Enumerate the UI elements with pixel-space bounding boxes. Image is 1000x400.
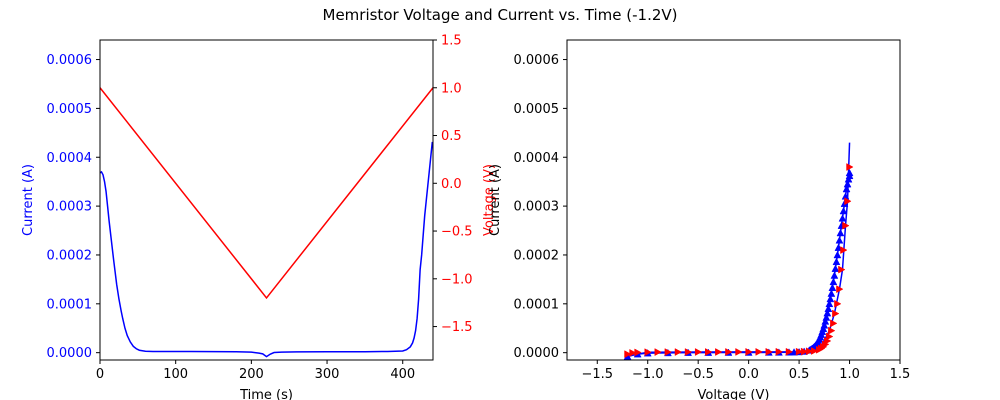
x-tick-label: 400 xyxy=(390,367,415,382)
y-axis-label: Current (A) xyxy=(21,164,36,236)
reverse-sweep-marker xyxy=(832,309,840,318)
y-tick-label: 0.0000 xyxy=(514,346,560,361)
x-tick-label: 0 xyxy=(96,367,104,382)
y-tick-label: 0.0005 xyxy=(514,102,560,117)
y-tick-label: 0.0005 xyxy=(47,102,93,117)
y-right-tick-label: −1.0 xyxy=(441,272,473,287)
y-tick-label: 0.0001 xyxy=(514,297,560,312)
forward-sweep-marker xyxy=(834,243,843,251)
reverse-sweep-marker xyxy=(846,163,854,171)
x-tick-label: 300 xyxy=(315,367,340,382)
voltage-line xyxy=(99,87,434,300)
reverse-sweep-marker xyxy=(715,348,723,356)
y-right-tick-label: −1.5 xyxy=(441,320,473,335)
x-tick-label: 1.0 xyxy=(839,367,860,382)
reverse-sweep-marker xyxy=(840,246,848,254)
reverse-sweep-marker xyxy=(834,299,842,308)
x-tick-label: −1.0 xyxy=(632,367,664,382)
y-right-tick-label: −0.5 xyxy=(441,225,473,240)
x-tick-label: 200 xyxy=(239,367,264,382)
plot-current-voltage-vs-time: 0 100 200 300 400 0.0000 0.0001 0.0002 0.0003 0.0… xyxy=(21,34,497,400)
y-tick-label: 0.0001 xyxy=(47,297,93,312)
axes-frame xyxy=(99,39,434,361)
y-right-tick-label: 0.0 xyxy=(441,177,462,192)
reverse-sweep-marker xyxy=(634,348,642,357)
x-tick-label: 0.0 xyxy=(738,367,759,382)
forward-sweep-marker xyxy=(831,264,840,272)
forward-sweep-marker xyxy=(839,206,848,215)
forward-sweep-marker xyxy=(832,257,841,266)
forward-sweep-marker xyxy=(838,214,847,222)
forward-sweep-marker xyxy=(827,289,836,297)
reverse-sweep-marker xyxy=(624,350,632,359)
current-line xyxy=(99,141,433,358)
y-tick-label: 0.0006 xyxy=(47,53,93,68)
reverse-sweep-marker xyxy=(810,347,819,355)
reverse-sweep-marker xyxy=(684,348,693,356)
figure-title: Memristor Voltage and Current vs. Time (… xyxy=(323,6,678,24)
y-right-tick-label: 0.5 xyxy=(441,129,462,144)
reverse-sweep-marker xyxy=(745,347,753,356)
y-axis-label: Current (A) xyxy=(488,164,503,236)
reverse-sweep-marker xyxy=(785,347,794,356)
forward-sweep-marker xyxy=(828,283,837,291)
iv-curve-line xyxy=(627,142,851,358)
forward-sweep-marker xyxy=(836,228,845,237)
y-tick-label: 0.0002 xyxy=(47,248,93,263)
reverse-sweep-marker xyxy=(664,348,672,357)
reverse-sweep-marker xyxy=(735,348,743,356)
reverse-sweep-marker xyxy=(800,347,809,356)
y-tick-label: 0.0003 xyxy=(47,200,93,215)
axes-frame xyxy=(566,39,901,361)
forward-sweep-marker xyxy=(835,236,844,244)
x-axis-label: Voltage (V) xyxy=(698,388,770,400)
x-tick-label: 100 xyxy=(163,367,188,382)
reverse-sweep-marker xyxy=(828,326,836,335)
y-right-tick-label: 1.5 xyxy=(441,34,462,49)
reverse-sweep-marker xyxy=(830,319,838,328)
y-tick-label: 0.0004 xyxy=(47,151,93,166)
x-tick-label: 0.5 xyxy=(789,367,810,382)
y-right-tick-label: 1.0 xyxy=(441,81,462,96)
reverse-sweep-marker xyxy=(775,347,783,356)
x-tick-label: −1.5 xyxy=(581,367,613,382)
reverse-sweep-marker xyxy=(838,265,846,274)
y-tick-label: 0.0000 xyxy=(47,346,93,361)
y-tick-label: 0.0004 xyxy=(514,151,560,166)
reverse-sweep-marker xyxy=(765,347,773,356)
x-tick-label: 1.5 xyxy=(890,367,911,382)
reverse-sweep-marker xyxy=(705,348,713,356)
reverse-sweep-marker xyxy=(795,347,804,356)
forward-sweep-marker xyxy=(842,184,851,193)
reverse-sweep-marker xyxy=(654,348,662,357)
forward-sweep-marker xyxy=(829,277,838,286)
y-tick-label: 0.0002 xyxy=(514,248,560,263)
reverse-sweep-marker xyxy=(842,221,850,230)
plot-current-vs-voltage: −1.5 −1.0 −0.5 0.0 0.5 1.0 1.5 0.0000 0.0001 0.00… xyxy=(488,39,911,400)
reverse-sweep-marker xyxy=(644,348,652,357)
forward-sweep-marker xyxy=(833,250,842,259)
reverse-sweep-marker xyxy=(826,332,834,341)
x-tick-label: −0.5 xyxy=(682,367,714,382)
y-tick-label: 0.0006 xyxy=(514,53,560,68)
reverse-sweep-marker xyxy=(674,348,683,356)
reverse-sweep-marker xyxy=(694,348,703,356)
forward-sweep-marker xyxy=(830,271,839,279)
reverse-sweep-marker xyxy=(836,285,844,294)
x-axis-label: Time (s) xyxy=(239,388,293,400)
reverse-sweep-marker xyxy=(725,348,733,356)
reverse-sweep-marker xyxy=(629,348,637,357)
y-tick-label: 0.0003 xyxy=(514,200,560,215)
reverse-sweep-marker xyxy=(805,347,814,356)
reverse-sweep-marker xyxy=(844,197,852,206)
reverse-sweep-marker xyxy=(755,347,763,356)
y-right-axis-label: Voltage (V) xyxy=(482,164,497,236)
